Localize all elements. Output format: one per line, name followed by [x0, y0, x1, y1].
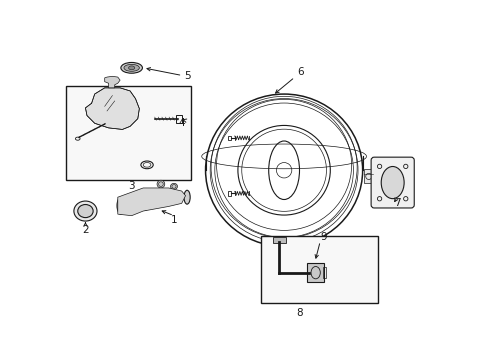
Polygon shape	[85, 88, 139, 130]
Bar	[261, 236, 377, 303]
Text: 2: 2	[82, 225, 89, 235]
Text: 5: 5	[183, 71, 190, 81]
Ellipse shape	[128, 66, 135, 70]
Text: 3: 3	[128, 181, 135, 191]
Ellipse shape	[170, 183, 177, 189]
Bar	[364, 170, 373, 183]
Ellipse shape	[78, 204, 93, 217]
Ellipse shape	[123, 64, 139, 71]
Text: 4: 4	[178, 118, 184, 128]
Text: 7: 7	[393, 198, 400, 208]
Bar	[228, 191, 230, 196]
Text: 8: 8	[296, 308, 302, 318]
Text: 6: 6	[297, 67, 304, 77]
Polygon shape	[104, 76, 120, 88]
Text: 1: 1	[170, 215, 177, 225]
Ellipse shape	[183, 190, 190, 204]
Bar	[322, 267, 326, 278]
Ellipse shape	[117, 197, 124, 214]
Ellipse shape	[142, 190, 149, 210]
Ellipse shape	[143, 193, 147, 207]
Bar	[66, 86, 190, 180]
Bar	[228, 136, 230, 140]
Bar	[306, 264, 324, 282]
Ellipse shape	[157, 180, 164, 188]
Ellipse shape	[121, 62, 142, 73]
Ellipse shape	[118, 200, 123, 211]
Polygon shape	[118, 188, 185, 216]
Ellipse shape	[381, 166, 403, 199]
Bar	[176, 115, 182, 122]
Text: 9: 9	[320, 232, 327, 242]
Bar	[272, 237, 286, 243]
Ellipse shape	[74, 201, 97, 221]
FancyBboxPatch shape	[370, 157, 413, 208]
